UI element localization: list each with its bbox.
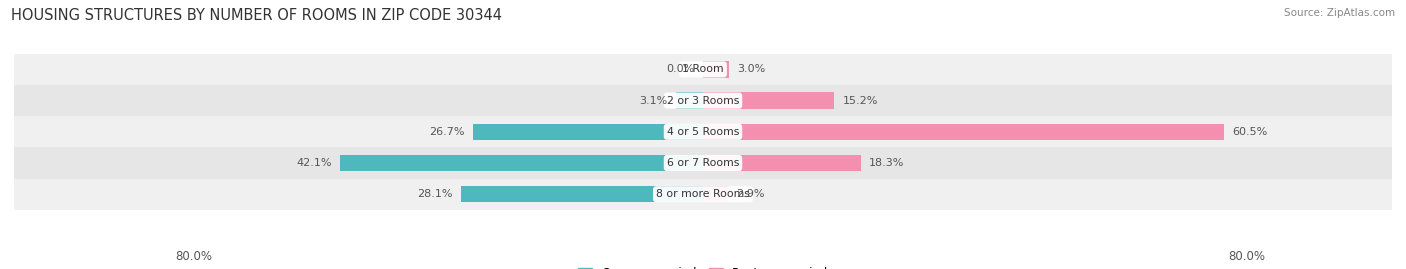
Text: 26.7%: 26.7% xyxy=(429,127,464,137)
Text: 6 or 7 Rooms: 6 or 7 Rooms xyxy=(666,158,740,168)
Text: 3.1%: 3.1% xyxy=(640,95,668,106)
Text: 2.9%: 2.9% xyxy=(737,189,765,199)
Text: 28.1%: 28.1% xyxy=(418,189,453,199)
Text: 80.0%: 80.0% xyxy=(1229,250,1265,263)
Text: 60.5%: 60.5% xyxy=(1233,127,1268,137)
Text: 0.0%: 0.0% xyxy=(666,64,695,75)
Text: 3.0%: 3.0% xyxy=(738,64,766,75)
Bar xyxy=(14,85,1392,116)
Text: 1 Room: 1 Room xyxy=(682,64,724,75)
Bar xyxy=(676,93,703,109)
Bar xyxy=(14,147,1392,179)
Bar xyxy=(703,186,728,202)
Legend: Owner-occupied, Renter-occupied: Owner-occupied, Renter-occupied xyxy=(572,263,834,269)
Bar xyxy=(703,93,834,109)
Text: 18.3%: 18.3% xyxy=(869,158,904,168)
Text: 8 or more Rooms: 8 or more Rooms xyxy=(657,189,749,199)
Bar xyxy=(340,155,703,171)
Bar xyxy=(472,124,703,140)
Bar xyxy=(14,116,1392,147)
Text: 2 or 3 Rooms: 2 or 3 Rooms xyxy=(666,95,740,106)
Bar xyxy=(461,186,703,202)
Text: 15.2%: 15.2% xyxy=(842,95,877,106)
Bar xyxy=(703,155,860,171)
Bar xyxy=(703,61,728,77)
Text: 4 or 5 Rooms: 4 or 5 Rooms xyxy=(666,127,740,137)
Bar xyxy=(14,54,1392,85)
Text: Source: ZipAtlas.com: Source: ZipAtlas.com xyxy=(1284,8,1395,18)
Text: HOUSING STRUCTURES BY NUMBER OF ROOMS IN ZIP CODE 30344: HOUSING STRUCTURES BY NUMBER OF ROOMS IN… xyxy=(11,8,502,23)
Text: 42.1%: 42.1% xyxy=(297,158,332,168)
Bar xyxy=(14,179,1392,210)
Bar xyxy=(703,124,1225,140)
Text: 80.0%: 80.0% xyxy=(176,250,212,263)
